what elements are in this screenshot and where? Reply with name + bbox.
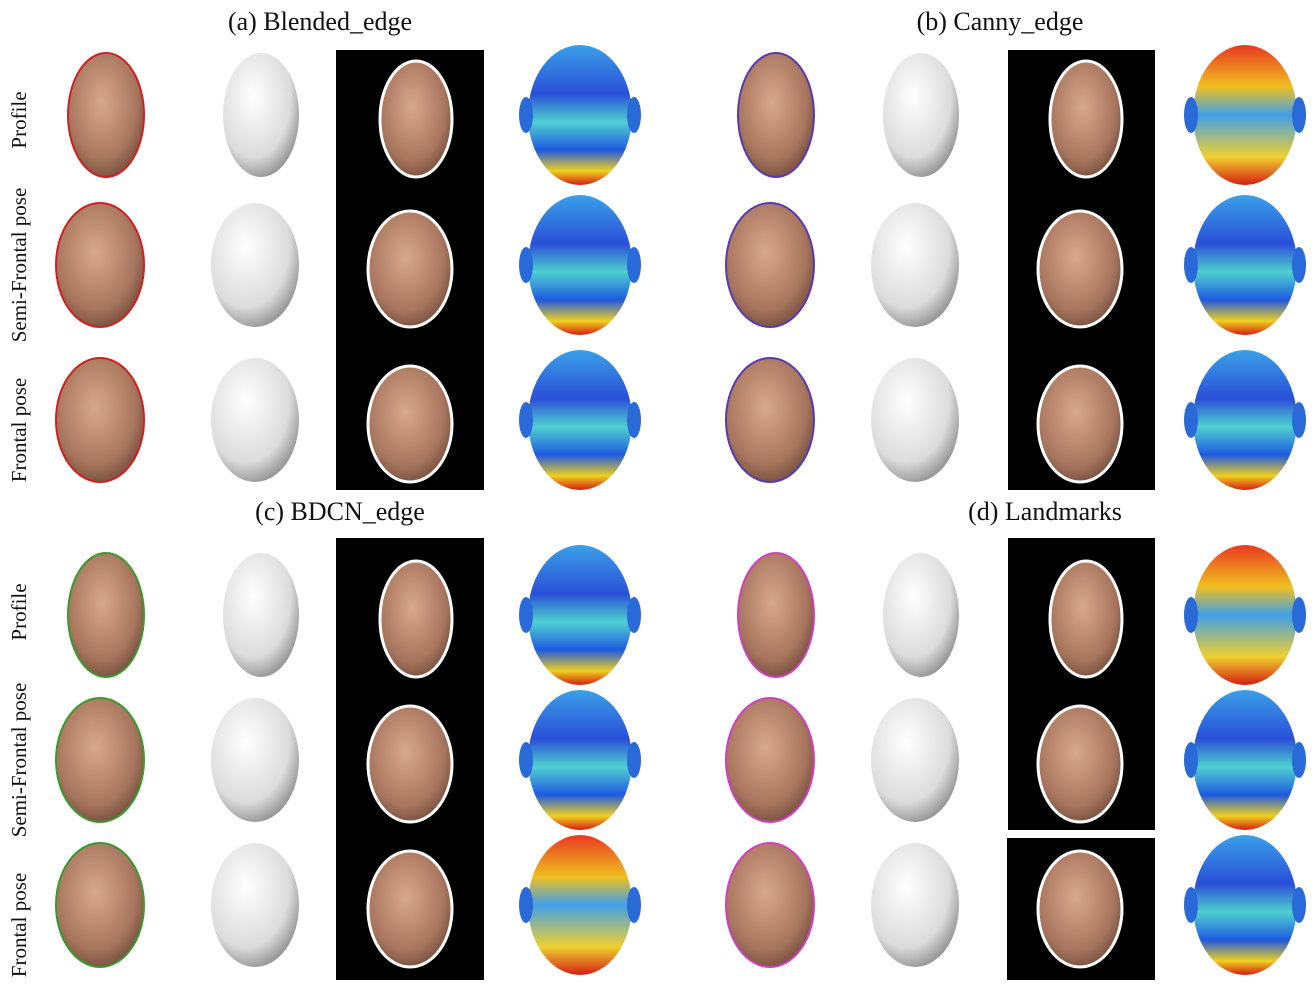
error-heatmap — [1193, 835, 1297, 975]
reconstructed-shape — [211, 358, 299, 482]
rendered-face — [1038, 211, 1122, 327]
input-face — [68, 553, 144, 677]
heatmap-ear — [1292, 887, 1306, 923]
heatmap-ear — [1184, 742, 1198, 778]
row-label: Frontal pose — [7, 873, 31, 977]
input-face — [726, 843, 814, 967]
rendered-face — [380, 561, 452, 677]
heatmap-ear — [1184, 597, 1198, 633]
figure: (a) Blended_edge (b) Canny_edge (c) BDCN… — [0, 0, 1315, 992]
reconstructed-shape — [883, 53, 959, 177]
heatmap-ear — [1184, 247, 1198, 283]
error-heatmap — [528, 350, 632, 490]
error-heatmap — [528, 545, 632, 685]
rendered-face — [368, 366, 452, 482]
input-face — [726, 698, 814, 822]
heatmap-ear — [1292, 742, 1306, 778]
panel-title: (d) Landmarks — [968, 497, 1122, 526]
heatmap-ear — [519, 247, 533, 283]
input-face — [68, 53, 144, 177]
reconstructed-shape — [871, 698, 959, 822]
heatmap-ear — [627, 247, 641, 283]
heatmap-ear — [627, 597, 641, 633]
heatmap-ear — [1292, 97, 1306, 133]
rendered-face — [380, 61, 452, 177]
heatmap-ear — [627, 742, 641, 778]
heatmap-ear — [519, 597, 533, 633]
heatmap-ear — [1292, 597, 1306, 633]
heatmap-ear — [627, 887, 641, 923]
input-face — [738, 553, 814, 677]
input-face — [56, 203, 144, 327]
input-face — [726, 203, 814, 327]
error-heatmap — [528, 195, 632, 335]
error-heatmap — [1193, 350, 1297, 490]
panel-title: (a) Blended_edge — [228, 7, 412, 36]
rendered-face — [1050, 561, 1122, 677]
error-heatmap — [1193, 690, 1297, 830]
error-heatmap — [1193, 195, 1297, 335]
reconstructed-shape — [223, 553, 299, 677]
reconstructed-shape — [871, 358, 959, 482]
input-face — [56, 358, 144, 482]
input-face — [56, 843, 144, 967]
row-label: Profile — [7, 91, 31, 148]
input-face — [726, 358, 814, 482]
heatmap-ear — [1292, 402, 1306, 438]
reconstructed-shape — [211, 843, 299, 967]
panel-title: (c) BDCN_edge — [255, 497, 425, 526]
row-label: Semi-Frontal pose — [7, 188, 31, 343]
heatmap-ear — [627, 97, 641, 133]
heatmap-ear — [627, 402, 641, 438]
rendered-face — [368, 211, 452, 327]
error-heatmap — [528, 835, 632, 975]
input-face — [56, 698, 144, 822]
heatmap-ear — [519, 887, 533, 923]
reconstructed-shape — [871, 203, 959, 327]
error-heatmap — [528, 45, 632, 185]
reconstructed-shape — [211, 698, 299, 822]
rendered-face — [368, 851, 452, 967]
panel-title: (b) Canny_edge — [917, 7, 1084, 36]
reconstructed-shape — [883, 553, 959, 677]
rendered-face — [1038, 851, 1122, 967]
reconstructed-shape — [223, 53, 299, 177]
heatmap-ear — [1292, 247, 1306, 283]
heatmap-ear — [519, 742, 533, 778]
rendered-face — [1050, 61, 1122, 177]
row-label: Frontal pose — [7, 378, 31, 482]
row-label: Semi-Frontal pose — [7, 683, 31, 838]
reconstructed-shape — [211, 203, 299, 327]
heatmap-ear — [1184, 402, 1198, 438]
error-heatmap — [1193, 45, 1297, 185]
error-heatmap — [528, 690, 632, 830]
rendered-face — [1038, 706, 1122, 822]
heatmap-ear — [519, 402, 533, 438]
input-face — [738, 53, 814, 177]
error-heatmap — [1193, 545, 1297, 685]
rendered-face — [368, 706, 452, 822]
heatmap-ear — [1184, 97, 1198, 133]
heatmap-ear — [1184, 887, 1198, 923]
rendered-face — [1038, 366, 1122, 482]
reconstructed-shape — [871, 843, 959, 967]
heatmap-ear — [519, 97, 533, 133]
row-label: Profile — [7, 583, 31, 640]
